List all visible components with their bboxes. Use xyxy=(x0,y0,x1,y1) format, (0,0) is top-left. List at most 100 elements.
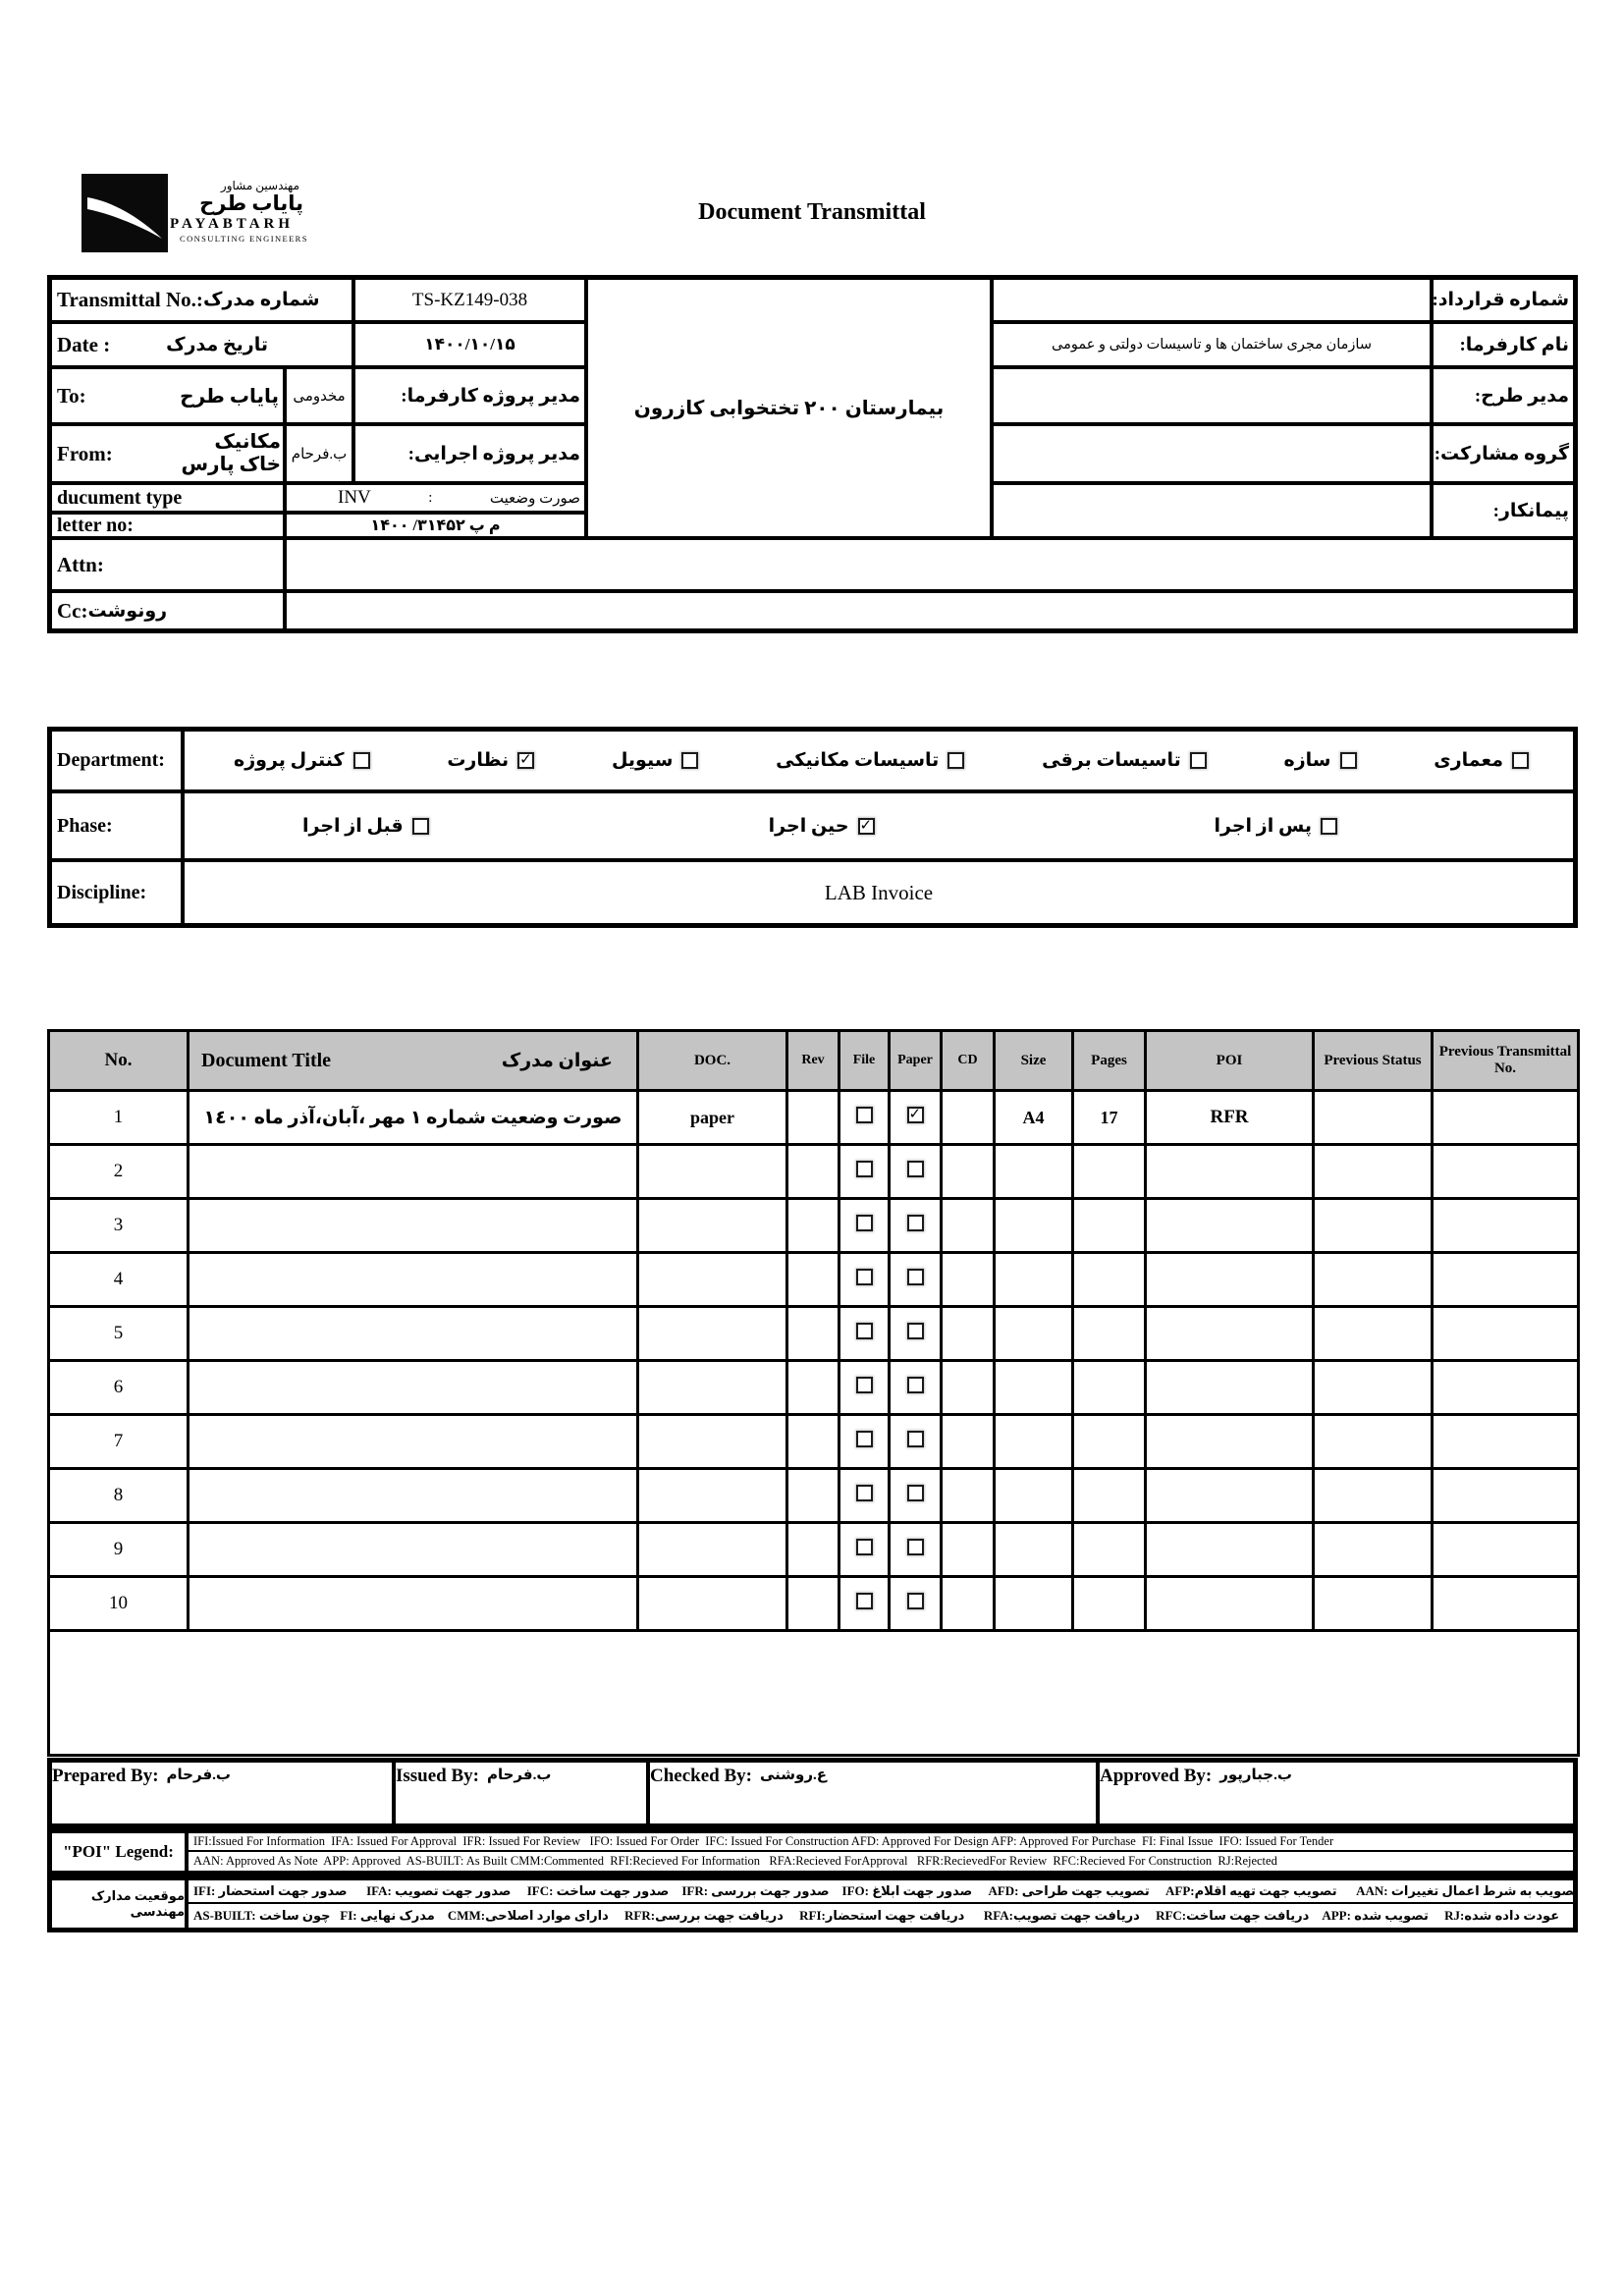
contract-no-label: شماره قرارداد: xyxy=(1432,278,1575,322)
file-checkbox[interactable] xyxy=(855,1539,873,1555)
to-person: مخدومی xyxy=(285,367,353,424)
letter-no-value: م پ ۳۱۴۵۲/ ۱۴۰۰ xyxy=(285,513,586,538)
supervision-label: نظارت xyxy=(447,750,510,771)
paper-checkbox[interactable] xyxy=(906,1431,924,1447)
mechanical-label: تاسیسات مکانیکی xyxy=(776,750,940,771)
cc-label-cell: Cc: رونوشت xyxy=(50,591,285,630)
row-size xyxy=(993,1197,1074,1254)
row-paper xyxy=(888,1251,943,1308)
civil-checkbox[interactable] xyxy=(681,752,699,769)
row-size xyxy=(993,1467,1074,1524)
file-checkbox[interactable] xyxy=(855,1269,873,1285)
paper-checkbox[interactable] xyxy=(906,1323,924,1339)
structure-checkbox[interactable] xyxy=(1339,752,1357,769)
exec-pm-label-text: مدیر پروژه اجرایی: xyxy=(407,443,580,464)
table-row: 1 صورت وضعیت شماره ١ مهر ،آبان،آذر ماه ١… xyxy=(47,1089,1580,1146)
row-document-title xyxy=(187,1197,639,1254)
partnership-group-label: گروه مشارکت: xyxy=(1432,424,1575,483)
checked-by-label: Checked By: xyxy=(650,1766,752,1786)
file-checkbox[interactable] xyxy=(855,1431,873,1447)
file-checkbox[interactable] xyxy=(855,1161,873,1177)
col-file: File xyxy=(838,1029,891,1092)
during-execution-label: حین اجرا xyxy=(768,815,849,837)
row-document-title xyxy=(187,1575,639,1632)
row-poi xyxy=(1144,1413,1315,1470)
doctype-label: ducument type xyxy=(57,486,183,509)
row-document-title xyxy=(187,1305,639,1362)
row-cd xyxy=(940,1521,996,1578)
client-name-label-text: نام کارفرما: xyxy=(1459,334,1569,355)
file-checkbox[interactable] xyxy=(855,1593,873,1609)
paper-checkbox[interactable] xyxy=(906,1593,924,1609)
row-file xyxy=(838,1467,891,1524)
row-prev-status xyxy=(1312,1575,1434,1632)
client-pm-label-text: مدیر پروژه کارفرما: xyxy=(401,385,580,407)
info-table: Transmittal No.: شماره مدرک TS-KZ149-038… xyxy=(47,275,1578,633)
file-checkbox[interactable] xyxy=(855,1377,873,1393)
prepared-by-name: ب.فرحام xyxy=(166,1768,231,1783)
department-table: Department: معماری سازه تاسیسات برقی تاس… xyxy=(47,727,1578,928)
paper-checkbox[interactable] xyxy=(906,1105,924,1123)
col-no: No. xyxy=(47,1029,189,1092)
discipline-label-cell: Discipline: xyxy=(50,860,183,925)
row-file xyxy=(838,1575,891,1632)
col-paper: Paper xyxy=(888,1029,943,1092)
row-paper xyxy=(888,1413,943,1470)
supervision-checkbox[interactable] xyxy=(517,750,535,769)
row-pages xyxy=(1071,1359,1147,1416)
paper-checkbox[interactable] xyxy=(906,1539,924,1555)
table-row: 3 xyxy=(47,1197,1580,1254)
cc-label: Cc: xyxy=(57,598,88,623)
row-rev xyxy=(785,1575,840,1632)
from-value: مکانیک خاک پارس xyxy=(181,431,281,475)
row-prev-transmittal xyxy=(1431,1251,1580,1308)
file-checkbox[interactable] xyxy=(855,1323,873,1339)
discipline-label: Discipline: xyxy=(57,881,147,903)
paper-checkbox[interactable] xyxy=(906,1377,924,1393)
row-file xyxy=(838,1305,891,1362)
row-no: 8 xyxy=(47,1467,189,1524)
row-prev-status xyxy=(1312,1143,1434,1200)
department-label: Department: xyxy=(57,749,165,771)
row-file xyxy=(838,1197,891,1254)
row-size xyxy=(993,1305,1074,1362)
civil-label: سیویل xyxy=(611,750,674,771)
electrical-checkbox[interactable] xyxy=(1189,752,1207,769)
mechanical-checkbox[interactable] xyxy=(947,752,965,769)
row-size xyxy=(993,1359,1074,1416)
before-execution-checkbox[interactable] xyxy=(411,817,429,835)
file-checkbox[interactable] xyxy=(855,1485,873,1501)
row-paper xyxy=(888,1575,943,1632)
after-execution-checkbox[interactable] xyxy=(1321,817,1337,835)
fa-legend-label-cell: موقعیت مدارک مهندسی xyxy=(50,1878,187,1930)
logo-en-name: PAYABTARH xyxy=(170,215,295,232)
row-no: 6 xyxy=(47,1359,189,1416)
contract-no-value xyxy=(992,278,1432,322)
architecture-checkbox[interactable] xyxy=(1512,752,1529,769)
project-control-label: کنترل پروژه xyxy=(234,750,345,771)
dept-option-supervision: نظارت xyxy=(447,749,535,772)
row-paper xyxy=(888,1521,943,1578)
row-no: 4 xyxy=(47,1251,189,1308)
during-execution-checkbox[interactable] xyxy=(857,816,875,835)
row-no: 10 xyxy=(47,1575,189,1632)
project-control-checkbox[interactable] xyxy=(352,752,370,769)
row-poi xyxy=(1144,1521,1315,1578)
poi-legend-label-cell: "POI" Legend: xyxy=(50,1831,187,1873)
row-size: A4 xyxy=(993,1089,1074,1146)
row-rev xyxy=(785,1089,840,1146)
file-checkbox[interactable] xyxy=(855,1107,873,1123)
paper-checkbox[interactable] xyxy=(906,1485,924,1501)
row-prev-transmittal xyxy=(1431,1143,1580,1200)
paper-checkbox[interactable] xyxy=(906,1215,924,1231)
row-document-title xyxy=(187,1413,639,1470)
paper-checkbox[interactable] xyxy=(906,1269,924,1285)
row-paper xyxy=(888,1305,943,1362)
row-prev-transmittal xyxy=(1431,1575,1580,1632)
table-row: 6 xyxy=(47,1359,1580,1416)
file-checkbox[interactable] xyxy=(855,1215,873,1231)
dept-option-project-control: کنترل پروژه xyxy=(234,749,370,772)
table-row: 4 xyxy=(47,1251,1580,1308)
paper-checkbox[interactable] xyxy=(906,1161,924,1177)
row-cd xyxy=(940,1359,996,1416)
